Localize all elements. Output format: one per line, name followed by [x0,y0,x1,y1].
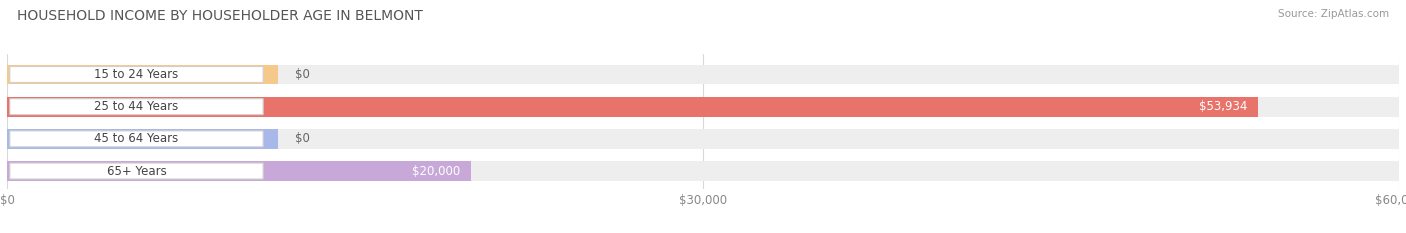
Text: HOUSEHOLD INCOME BY HOUSEHOLDER AGE IN BELMONT: HOUSEHOLD INCOME BY HOUSEHOLDER AGE IN B… [17,9,423,23]
Bar [7,97,1399,117]
Text: Source: ZipAtlas.com: Source: ZipAtlas.com [1278,9,1389,19]
FancyBboxPatch shape [10,67,263,82]
Bar [7,161,1399,181]
Text: 65+ Years: 65+ Years [107,164,166,178]
Bar [7,129,1399,149]
Bar [7,97,1258,117]
Text: $20,000: $20,000 [412,164,460,178]
Bar [7,129,278,149]
Bar [7,65,278,85]
Text: 45 to 64 Years: 45 to 64 Years [94,132,179,145]
Text: $53,934: $53,934 [1199,100,1247,113]
Text: $0: $0 [295,132,311,145]
Text: 15 to 24 Years: 15 to 24 Years [94,68,179,81]
FancyBboxPatch shape [10,131,263,147]
FancyBboxPatch shape [10,99,263,115]
Text: $0: $0 [295,68,311,81]
FancyBboxPatch shape [10,163,263,179]
Text: 25 to 44 Years: 25 to 44 Years [94,100,179,113]
Bar [7,161,471,181]
Bar [7,65,1399,85]
